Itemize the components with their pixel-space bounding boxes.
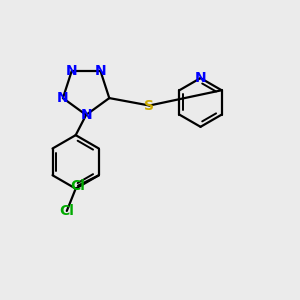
Text: S: S [144,98,154,112]
Text: N: N [57,91,69,105]
Text: N: N [195,71,206,85]
Text: Cl: Cl [70,179,86,193]
Text: N: N [66,64,78,78]
Text: N: N [80,108,92,122]
Text: N: N [94,64,106,78]
Text: Cl: Cl [59,204,74,218]
